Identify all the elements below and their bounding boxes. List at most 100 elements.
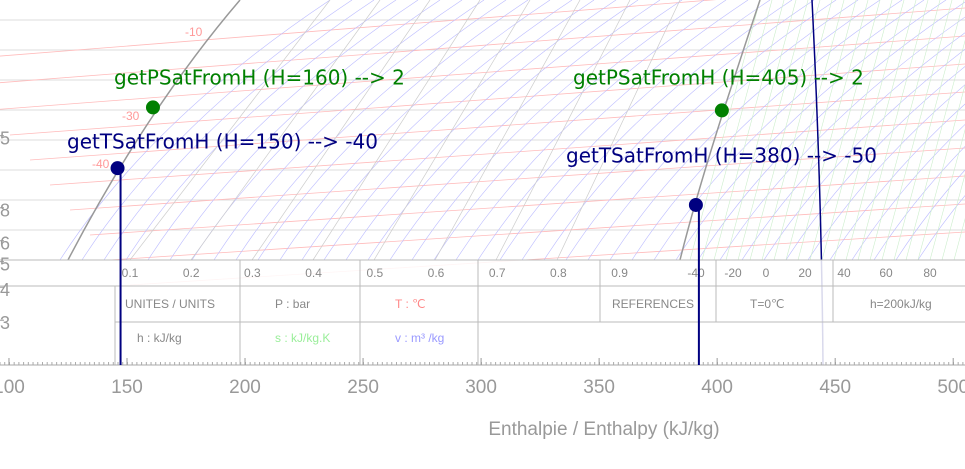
annotation: getTSatFromH (H=150) --> -40 [67,130,378,154]
isotherm [89,175,965,236]
legend-text: T=0℃ [750,297,785,311]
legend-text: UNITES / UNITS [125,297,215,311]
isentrope [845,0,917,261]
isotherm-label: -30 [122,109,140,123]
isochore [499,0,771,261]
isochore [895,169,965,261]
isochore [59,0,331,261]
isotherm [109,203,965,261]
x-tick-label: 350 [583,377,615,398]
quality-label: 0.1 [122,266,139,280]
isotherm [0,0,717,57]
isochore [543,0,815,261]
isochore [257,0,529,261]
quality-label: 0.2 [183,266,200,280]
temperature-label: 60 [879,266,893,280]
isochore [81,0,353,261]
isochore [873,146,965,261]
legend-text: h : kJ/kg [137,331,182,345]
point [688,197,703,212]
x-tick-label: 400 [701,377,733,398]
temperature-label: 0 [763,266,770,280]
legend-panel [0,260,965,365]
isentrope [857,0,929,261]
isentrope [821,0,893,261]
x-tick-label: 100 [0,377,25,398]
isochore [631,0,903,261]
x-tick-label: 200 [229,377,261,398]
legend-text: s : kJ/kg.K [275,331,330,345]
y-tick-label: 8 [0,201,10,221]
isentrope [833,0,905,261]
annotation: getPSatFromH (H=160) --> 2 [114,66,405,90]
isentrope [929,128,965,261]
y-tick-label: 6 [0,234,10,254]
point [714,103,729,118]
isentrope [773,0,845,261]
isotherm [49,119,965,186]
isochore [301,0,573,261]
isochore [103,0,375,261]
isochore [521,0,793,261]
x-axis-title: Enthalpie / Enthalpy (kJ/kg) [488,419,719,440]
isochore [477,0,749,261]
annotation: getPSatFromH (H=405) --> 2 [573,66,864,90]
temperature-label: -20 [724,266,742,280]
isochore [785,66,965,261]
isentrope [761,0,833,261]
isochore [345,0,617,261]
isochore [323,0,595,261]
isentrope [737,0,809,261]
isolines [0,0,965,286]
isentrope [749,0,821,261]
annotation: getTSatFromH (H=380) --> -50 [566,144,877,168]
isochore [279,0,551,261]
quality-line [495,0,631,261]
isochore [455,0,727,261]
isochore [389,0,661,261]
isochore [433,0,705,261]
quality-line [251,0,431,261]
isotherm [9,63,965,136]
quality-label: 0.3 [244,266,261,280]
quality-line [373,0,531,261]
isochore [609,0,881,261]
isotherm-label: -40 [92,157,110,171]
isentrope [689,0,761,261]
quality-label: 0.5 [366,266,383,280]
isotherm-label: -10 [185,25,203,39]
quality-label: 0.8 [550,266,567,280]
isochore [125,0,397,261]
isentrope [785,0,857,261]
legend-text: P : bar [275,297,310,311]
isochore [741,32,965,261]
isentrope [905,39,965,261]
isochore [675,0,947,261]
isentrope [893,0,965,261]
isotherm [0,35,965,110]
isochore [807,84,965,261]
quality-label: 0.9 [611,266,628,280]
isochore [235,0,507,261]
quality-line [434,0,581,261]
y-tick-label: 5 [0,254,10,274]
isentrope [917,84,965,261]
isentrope [701,0,773,261]
quality-line [556,0,681,261]
isotherm [29,91,965,161]
isotherm [69,147,965,211]
quality-label: 0.7 [489,266,506,280]
isochore [565,0,837,261]
isochore [917,195,965,261]
temperature-label: 80 [923,266,937,280]
temperature-label: -40 [687,266,705,280]
isochore [587,0,859,261]
x-tick-label: 150 [111,377,143,398]
point [110,161,125,176]
y-tick-label: 5 [0,128,10,148]
legend-text: v : m³ /kg [395,331,444,345]
quality-line [190,0,381,261]
isentrope [725,0,797,261]
x-tick-label: 450 [819,377,851,398]
legend-text: h=200kJ/kg [870,297,932,311]
